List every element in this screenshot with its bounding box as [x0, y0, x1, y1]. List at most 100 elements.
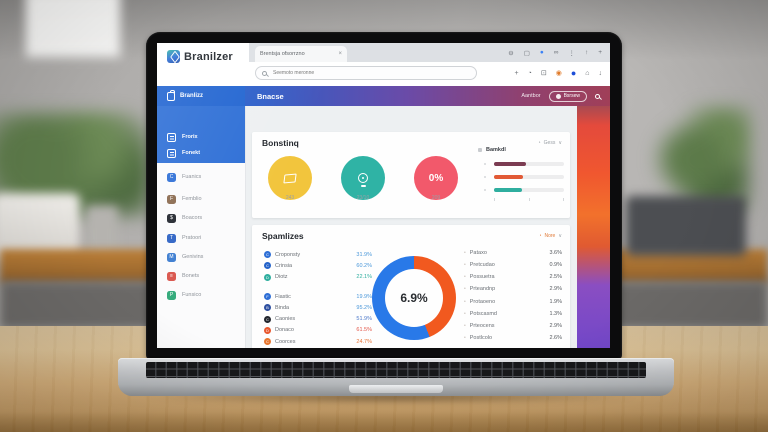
- metric-icon: C: [264, 262, 271, 270]
- laptop-base: [118, 358, 674, 396]
- metric-icon: D: [264, 326, 271, 334]
- search-icon: [262, 70, 267, 76]
- metric-icon: B: [264, 304, 271, 312]
- browser-tab[interactable]: Brentsja ofsorrzno ×: [255, 46, 347, 62]
- mini-chart-axis: [494, 198, 564, 201]
- link-icon[interactable]: ∞: [553, 49, 559, 56]
- picture-frame: [25, 0, 121, 58]
- up-arrow-icon[interactable]: ↑: [584, 49, 589, 56]
- list-item: D Diotz 22.1%: [264, 272, 372, 283]
- stat-circle-percent: 0%: [414, 156, 458, 200]
- sidebar-item-pratoori[interactable]: T Pratoori: [157, 230, 245, 246]
- tabbar-icons: ⊖ ▢ ● ∞ ⋮ ↑ +: [508, 43, 602, 62]
- list-item: C Crinsia 60.2%: [264, 260, 372, 271]
- minimize-icon[interactable]: ⊖: [508, 49, 514, 57]
- account-button[interactable]: Bsrsew: [548, 90, 587, 102]
- stat-circle-pin: [341, 156, 385, 200]
- home-icon[interactable]: ⌂: [585, 69, 590, 77]
- metric-icon: F: [264, 293, 271, 301]
- address-input[interactable]: [271, 69, 470, 77]
- sidebar-item-bonets[interactable]: ≡ Bonets: [157, 268, 245, 284]
- chevron-down-icon: ∨: [558, 140, 562, 146]
- list-item: Prteandnp 2.9%: [464, 283, 562, 295]
- sidebar-item-boacors[interactable]: $ Boacors: [157, 210, 245, 226]
- list-item: Pretcudao 0.9%: [464, 259, 562, 271]
- plant-pot-right: [626, 196, 746, 256]
- header-nav-link[interactable]: Aantbor: [521, 93, 541, 99]
- card-menu-button[interactable]: ◔ Gess ∨: [537, 140, 562, 146]
- finance-icon: $: [167, 213, 176, 223]
- account-icon[interactable]: ●: [570, 68, 577, 78]
- sidebar-item-frorix[interactable]: Frorix: [157, 129, 245, 145]
- extensions-icon[interactable]: ⊡: [540, 70, 547, 77]
- list-item: Postlcolo 2.6%: [464, 332, 562, 344]
- sidebar-item-fuanics[interactable]: C Fuanics: [157, 169, 245, 185]
- browser-chrome: Brentsja ofsorrzno × ⊖ ▢ ● ∞ ⋮ ↑ +: [157, 43, 610, 86]
- keyboard: [146, 362, 646, 378]
- list-icon: [167, 132, 176, 142]
- document-icon: ≡: [167, 271, 176, 281]
- history-icon[interactable]: ◔: [527, 69, 532, 77]
- brand-name: Branlizz: [180, 93, 204, 99]
- stats-card: Bonstinq ◔ Gess ∨ 243 23/10: [252, 132, 570, 218]
- app-header: Branlizz Bnacse Aantbor Bsrsew: [157, 86, 610, 106]
- stat-value: 243: [285, 195, 295, 201]
- theme-icon[interactable]: ◉: [555, 70, 562, 77]
- card-title: Bonstinq: [262, 138, 299, 148]
- card-title: Spamlizes: [262, 231, 304, 241]
- tab-title: Brentsja ofsorrzno: [260, 51, 305, 57]
- download-icon[interactable]: ↓: [598, 69, 603, 77]
- logo-text: Branilzer: [184, 50, 233, 63]
- card-menu-button[interactable]: ◔ Nore ∨: [538, 233, 562, 239]
- screen-display: Brentsja ofsorrzno × ⊖ ▢ ● ∞ ⋮ ↑ +: [157, 43, 610, 348]
- metric-list-left: C Croponsty 31.9% C Crinsia 60.2% D Diot…: [264, 249, 372, 347]
- tab-close-icon[interactable]: ×: [338, 51, 342, 57]
- list-item: Protaoeno 1.9%: [464, 296, 562, 308]
- stat-value: 23/10: [356, 195, 370, 201]
- metric-list-right: Pataxo 3.6% Pretcudao 0.9% Possuetra 2.5…: [464, 247, 562, 344]
- donut-center-value: 6.9%: [400, 291, 428, 305]
- logo-icon: [167, 50, 180, 63]
- overflow-menu-icon[interactable]: ⋮: [568, 49, 575, 57]
- address-bar[interactable]: [255, 66, 477, 80]
- briefcase-icon: F: [167, 194, 176, 204]
- list-item: Possuetra 2.5%: [464, 271, 562, 283]
- list-item: F Fiastic 19.9%: [264, 291, 372, 302]
- tick: [484, 176, 486, 178]
- status-dot-icon[interactable]: ●: [539, 49, 544, 56]
- metric-icon: C: [264, 251, 271, 259]
- list-item: D Donaco 61.5%: [264, 325, 372, 336]
- bar-track: [494, 162, 564, 166]
- list-item: C Croponsty 31.9%: [264, 249, 372, 260]
- list-item: Potscasmd 1.3%: [464, 308, 562, 320]
- brand-icon: [167, 89, 175, 101]
- refresh-icon: ◔: [538, 233, 542, 239]
- add-icon[interactable]: +: [514, 69, 519, 77]
- sidebar-item-funsico[interactable]: P Funsico: [157, 287, 245, 303]
- bar-fill: [494, 188, 522, 192]
- browser-logo: Branilzer: [167, 50, 233, 63]
- new-tab-icon[interactable]: +: [598, 49, 602, 56]
- account-avatar-icon: [555, 93, 561, 99]
- metric-icon: D: [264, 273, 271, 281]
- plant-right: [652, 105, 752, 213]
- restore-icon[interactable]: ▢: [523, 49, 530, 57]
- sidebar-active-block: [157, 106, 245, 163]
- metric-icon: C: [264, 338, 271, 346]
- flag-icon: [283, 172, 297, 184]
- app-brand[interactable]: Branlizz: [157, 86, 245, 106]
- app-body: Frorix Fonekt C Fuanics F Femblio: [157, 106, 610, 348]
- sidebar-item-femblio[interactable]: F Femblio: [157, 191, 245, 207]
- list-item: B Binda 95.2%: [264, 302, 372, 313]
- page-title: Bnacse: [257, 91, 284, 101]
- list-item: C Coorces 24.7%: [264, 336, 372, 347]
- sidebar-item-fonekt[interactable]: Fonekt: [157, 145, 245, 161]
- chart-icon: [478, 148, 482, 152]
- trackpad-notch: [349, 385, 443, 393]
- bar-fill: [494, 175, 524, 179]
- sidebar-item-genivins[interactable]: M Genivins: [157, 249, 245, 265]
- chevron-down-icon: ∨: [558, 233, 562, 239]
- header-search-icon[interactable]: [595, 93, 600, 99]
- clock-icon: ◔: [537, 140, 541, 146]
